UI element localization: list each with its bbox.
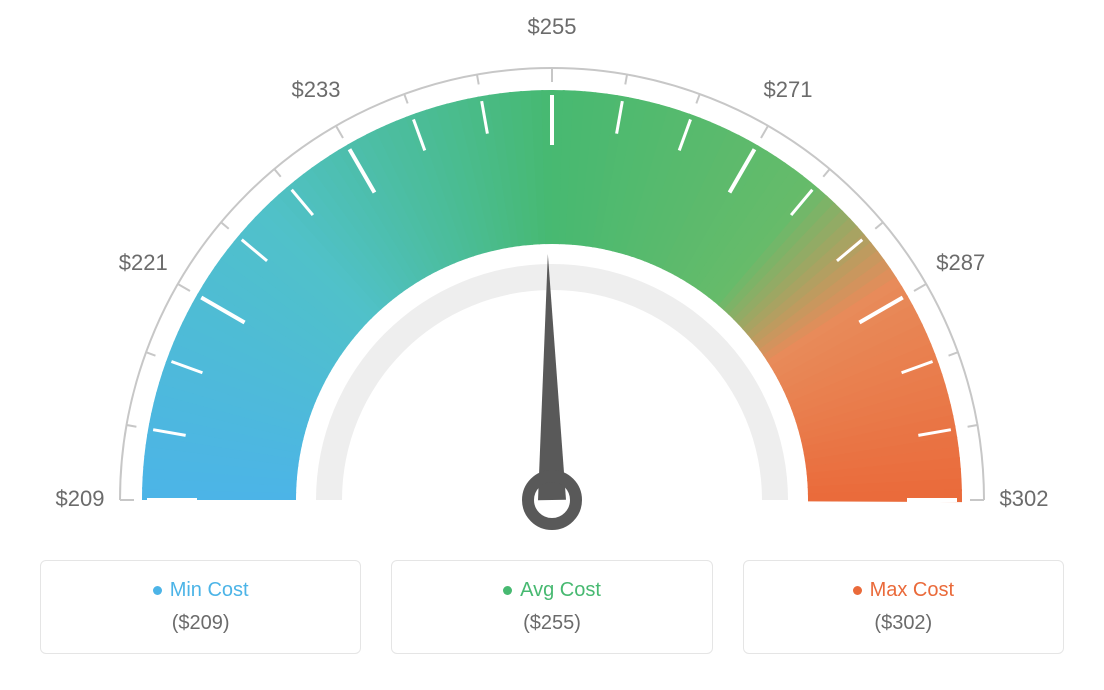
legend-value-min: ($209)	[51, 612, 350, 635]
legend-card-min: Min Cost ($209)	[40, 560, 361, 654]
gauge-tick-label: $271	[764, 77, 813, 102]
gauge-chart: $209 $221 $233 $255 $271 $287 $302	[0, 0, 1104, 560]
gauge-outer-tick	[914, 284, 926, 291]
gauge-outer-minor-tick	[477, 75, 479, 85]
legend-label-max: Max Cost	[870, 579, 954, 602]
gauge-tick-label: $287	[936, 250, 985, 275]
gauge-outer-minor-tick	[146, 352, 155, 355]
gauge-outer-minor-tick	[875, 222, 883, 228]
gauge-outer-minor-tick	[949, 352, 958, 355]
legend-dot-avg	[503, 586, 512, 595]
gauge-outer-minor-tick	[221, 222, 229, 228]
legend-value-avg: ($255)	[402, 612, 701, 635]
legend-title-min: Min Cost	[153, 579, 249, 602]
legend-label-min: Min Cost	[170, 579, 249, 602]
gauge-outer-minor-tick	[404, 94, 407, 103]
gauge-outer-minor-tick	[625, 75, 627, 85]
gauge-tick-label: $221	[119, 250, 168, 275]
legend-value-max: ($302)	[754, 612, 1053, 635]
legend-label-avg: Avg Cost	[520, 579, 601, 602]
legend-card-avg: Avg Cost ($255)	[391, 560, 712, 654]
gauge-tick-label: $255	[528, 14, 577, 39]
gauge-outer-minor-tick	[274, 169, 280, 177]
gauge-outer-tick	[336, 126, 343, 138]
legend-card-max: Max Cost ($302)	[743, 560, 1064, 654]
legend-dot-min	[153, 586, 162, 595]
legend-title-avg: Avg Cost	[503, 579, 601, 602]
legend-dot-max	[853, 586, 862, 595]
gauge-outer-minor-tick	[127, 425, 137, 427]
gauge-tick-label: $233	[292, 77, 341, 102]
legend-title-max: Max Cost	[853, 579, 954, 602]
gauge-outer-tick	[178, 284, 190, 291]
legend-row: Min Cost ($209) Avg Cost ($255) Max Cost…	[0, 560, 1104, 674]
gauge-svg: $209 $221 $233 $255 $271 $287 $302	[0, 0, 1104, 560]
gauge-outer-minor-tick	[968, 425, 978, 427]
gauge-outer-tick	[761, 126, 768, 138]
gauge-outer-minor-tick	[823, 169, 829, 177]
gauge-tick-label: $209	[56, 486, 105, 511]
gauge-outer-minor-tick	[696, 94, 699, 103]
gauge-tick-label: $302	[1000, 486, 1049, 511]
gauge-needle	[538, 254, 566, 500]
